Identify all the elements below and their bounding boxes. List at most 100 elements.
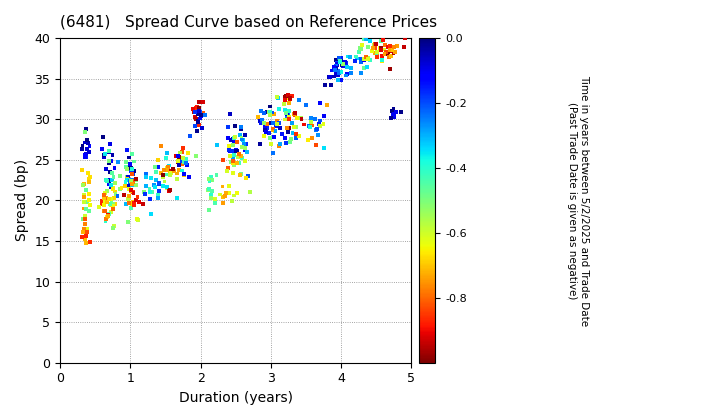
Point <box>314 117 325 124</box>
Point <box>344 54 356 60</box>
Point <box>126 168 138 175</box>
Point <box>226 198 238 205</box>
Point <box>349 58 361 64</box>
Point <box>121 182 132 189</box>
Point <box>388 106 400 113</box>
Point <box>167 166 179 173</box>
Point <box>387 47 398 54</box>
Point <box>127 171 139 177</box>
Point <box>127 177 138 184</box>
Point <box>261 124 273 131</box>
Point <box>103 159 114 166</box>
Point <box>377 53 388 60</box>
Point <box>163 162 175 169</box>
Point <box>380 48 392 55</box>
Point <box>225 152 236 159</box>
Point <box>178 158 189 165</box>
Point <box>271 118 283 124</box>
Point <box>122 196 134 202</box>
Point <box>228 136 239 142</box>
Point <box>158 178 170 185</box>
Point <box>109 191 121 198</box>
Point <box>106 197 117 204</box>
Point <box>335 58 346 64</box>
Point <box>197 99 209 105</box>
Point <box>96 146 108 152</box>
Point <box>284 96 296 102</box>
Point <box>254 118 266 125</box>
Point <box>120 201 132 207</box>
Point <box>174 149 186 156</box>
Point <box>82 169 94 176</box>
Point <box>199 112 210 118</box>
Point <box>125 178 136 185</box>
Point <box>240 175 252 182</box>
Point <box>150 168 161 175</box>
Point <box>333 70 344 76</box>
Point <box>223 189 235 196</box>
Point <box>126 201 138 207</box>
Point <box>279 134 291 141</box>
Point <box>384 47 395 54</box>
Point <box>130 197 142 203</box>
Point <box>273 95 284 102</box>
Point <box>172 158 184 165</box>
Point <box>371 51 382 58</box>
Point <box>165 170 176 177</box>
Point <box>258 119 270 126</box>
Point <box>144 188 156 195</box>
Point <box>125 186 137 193</box>
Point <box>140 183 151 189</box>
Point <box>116 185 127 192</box>
Point <box>103 195 114 202</box>
Point <box>174 153 185 160</box>
Point <box>82 137 94 144</box>
Point <box>210 196 221 202</box>
Point <box>192 117 204 124</box>
Point <box>362 54 374 61</box>
Point <box>150 183 161 190</box>
Point <box>170 152 181 159</box>
Point <box>283 99 294 106</box>
Point <box>385 115 397 121</box>
Point <box>76 233 88 240</box>
Point <box>184 174 195 181</box>
Point <box>388 114 400 121</box>
Point <box>125 204 137 211</box>
Point <box>228 152 240 159</box>
Point <box>244 189 256 195</box>
Point <box>98 195 109 202</box>
Point <box>157 182 168 189</box>
Point <box>130 176 142 183</box>
Point <box>106 208 117 215</box>
Point <box>153 188 165 194</box>
Point <box>264 109 275 116</box>
Point <box>121 177 132 184</box>
Point <box>234 172 246 178</box>
Point <box>228 138 240 145</box>
Point <box>261 129 272 135</box>
Point <box>128 158 140 165</box>
Point <box>80 215 91 222</box>
Point <box>104 201 115 207</box>
Point <box>235 124 247 131</box>
Point <box>81 146 93 152</box>
Point <box>123 194 135 201</box>
Point <box>125 178 137 184</box>
Point <box>178 172 189 178</box>
Point <box>119 182 130 189</box>
Point <box>270 123 282 130</box>
Point <box>79 154 91 161</box>
Point <box>271 121 283 127</box>
Point <box>161 167 173 173</box>
Point <box>81 199 93 205</box>
Point <box>284 94 296 101</box>
Point <box>203 207 215 214</box>
Point <box>302 137 313 144</box>
Point <box>255 107 266 114</box>
Point <box>227 142 238 148</box>
Point <box>178 170 189 177</box>
Point <box>84 197 95 203</box>
Point <box>362 43 374 50</box>
Point <box>81 136 92 143</box>
